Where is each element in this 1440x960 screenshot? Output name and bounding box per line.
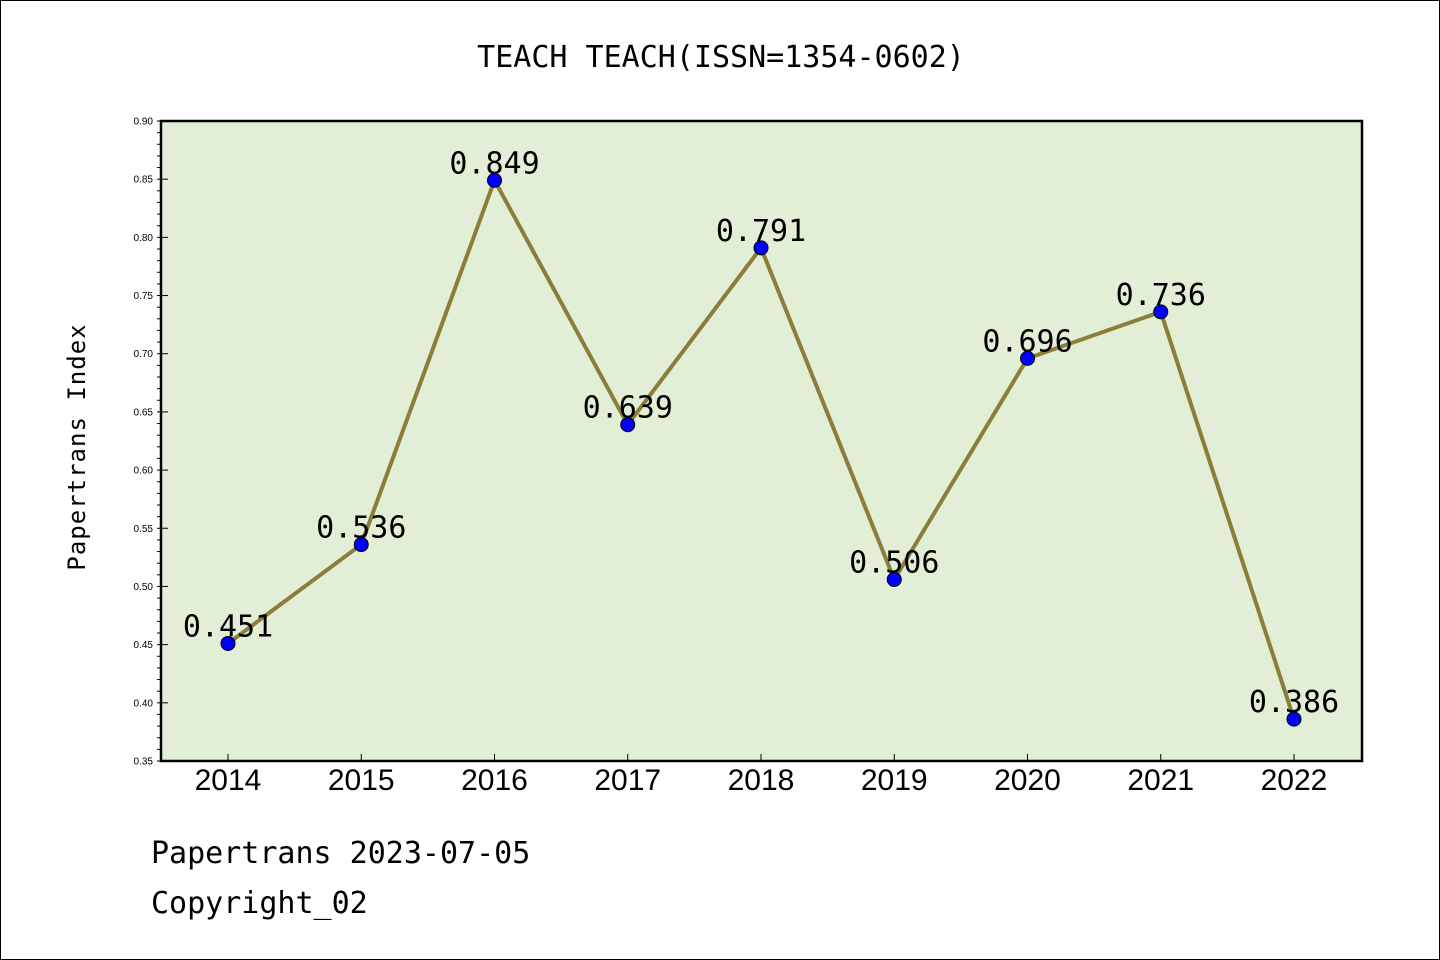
y-tick-label: 0.45 [134,640,154,651]
chart-title: TEACH TEACH(ISSN=1354-0602) [477,40,965,75]
data-label: 0.451 [183,609,273,644]
x-tick-label: 2021 [1127,764,1194,797]
y-tick-label: 0.55 [134,524,154,535]
data-label: 0.736 [1116,278,1206,313]
y-tick-label: 0.40 [134,698,154,709]
x-tick-label: 2019 [861,764,928,797]
data-point [353,537,369,553]
data-label: 0.536 [316,511,406,546]
y-tick-label: 0.70 [134,349,154,360]
data-point [620,417,636,433]
data-point [1020,350,1035,366]
data-point [220,635,236,651]
x-tick-label: 2016 [461,764,528,797]
x-tick-label: 2018 [728,764,795,797]
x-tick-label: 2014 [195,764,262,797]
y-tick-label: 0.50 [134,582,154,593]
y-tick-label: 0.75 [134,291,154,302]
data-point [1286,711,1302,727]
footer-copyright: Copyright_02 [151,886,368,921]
y-tick-label: 0.80 [134,233,154,244]
data-label: 0.506 [849,545,939,580]
x-tick-label: 2015 [328,764,395,797]
plot-area [161,121,1362,761]
data-label: 0.696 [982,324,1072,359]
data-label: 0.386 [1249,685,1339,720]
data-label: 0.849 [449,146,539,181]
x-tick-label: 2022 [1261,764,1328,797]
y-tick-label: 0.85 [134,175,154,186]
x-tick-label: 2017 [594,764,661,797]
plot-border [159,119,1364,763]
data-point [1153,304,1169,320]
data-point [886,571,902,587]
y-axis-label: Papertrans Index [63,323,91,570]
y-tick-label: 0.65 [134,407,154,418]
y-tick-label: 0.90 [134,117,154,128]
footer-date: Papertrans 2023-07-05 [151,836,531,871]
data-point [487,172,502,188]
data-label: 0.791 [716,214,806,249]
data-label: 0.639 [583,391,673,426]
y-tick-label: 0.60 [134,466,154,477]
x-tick-label: 2020 [994,764,1061,797]
data-point [753,240,769,256]
y-tick-label: 0.35 [134,757,154,768]
